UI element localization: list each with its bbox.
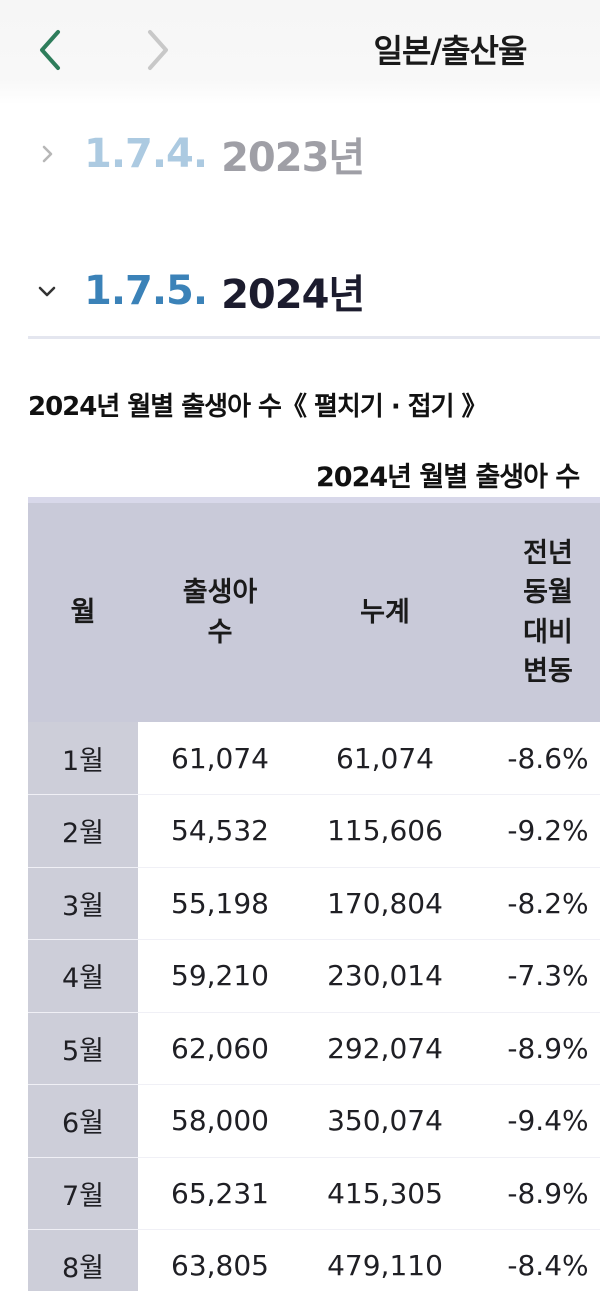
month-cell: 7월 <box>28 1157 138 1230</box>
month-cell: 2월 <box>28 794 138 868</box>
section-number: 1.7.4. <box>84 131 208 177</box>
header-yoy-change: 전년 동월 대비 변동 <box>468 497 600 722</box>
yoy-change-cell: -8.9% <box>468 1012 600 1085</box>
yoy-change-cell: -8.6% <box>468 722 600 795</box>
table-body: 1월 61,074 61,074 -8.6% 2월 54,532 115,606 -9.2% 3… <box>28 722 600 1291</box>
births-cell: 63,805 <box>138 1229 302 1291</box>
births-cell: 59,210 <box>138 939 302 1013</box>
monthly-births-table: 월 출생아 수 누계 전년 동월 대비 변동 1월 61,074 61,074 -8.6% 2월 54,… <box>28 497 600 1291</box>
table-row: 3월 55,198 170,804 -8.2% <box>28 867 600 940</box>
table-row: 8월 63,805 479,110 -8.4% <box>28 1229 600 1291</box>
table-row: 1월 61,074 61,074 -8.6% <box>28 722 600 795</box>
cumulative-cell: 292,074 <box>302 1012 468 1085</box>
table-row: 7월 65,231 415,305 -8.9% <box>28 1157 600 1230</box>
month-cell: 4월 <box>28 939 138 1013</box>
section-heading-2023[interactable]: 1.7.4. 2023년 <box>32 126 365 182</box>
header-month: 월 <box>28 497 138 722</box>
births-cell: 65,231 <box>138 1157 302 1230</box>
page-title: 일본/출산율 <box>373 32 528 70</box>
cumulative-cell: 415,305 <box>302 1157 468 1230</box>
header-births: 출생아 수 <box>138 497 302 722</box>
chevron-right-icon <box>32 139 62 169</box>
yoy-change-cell: -9.4% <box>468 1084 600 1158</box>
births-cell: 61,074 <box>138 722 302 795</box>
section-heading-2024[interactable]: 1.7.5. 2024년 <box>32 263 365 319</box>
chevron-right-icon <box>148 30 168 70</box>
back-button[interactable] <box>26 22 76 78</box>
forward-button[interactable] <box>132 22 182 78</box>
cumulative-cell: 479,110 <box>302 1229 468 1291</box>
table-caption: 2024년 월별 출생아 수 <box>316 462 580 493</box>
cumulative-cell: 61,074 <box>302 722 468 795</box>
yoy-change-cell: -8.2% <box>468 867 600 940</box>
cumulative-cell: 350,074 <box>302 1084 468 1158</box>
births-table-container[interactable]: 월 출생아 수 누계 전년 동월 대비 변동 1월 61,074 61,074 -8.6% 2월 54,… <box>28 497 600 1291</box>
births-cell: 62,060 <box>138 1012 302 1085</box>
header-cumulative: 누계 <box>302 497 468 722</box>
table-row: 5월 62,060 292,074 -8.9% <box>28 1012 600 1085</box>
yoy-change-cell: -8.9% <box>468 1157 600 1230</box>
navigation-bar: 일본/출산율 <box>0 0 600 105</box>
table-header-row: 월 출생아 수 누계 전년 동월 대비 변동 <box>28 497 600 722</box>
yoy-change-cell: -7.3% <box>468 939 600 1013</box>
month-cell: 3월 <box>28 867 138 940</box>
chevron-down-icon <box>32 276 62 306</box>
births-cell: 54,532 <box>138 794 302 868</box>
yoy-change-cell: -9.2% <box>468 794 600 868</box>
section-label: 2023년 <box>221 135 365 181</box>
month-cell: 1월 <box>28 722 138 795</box>
month-cell: 8월 <box>28 1229 138 1291</box>
chevron-left-icon <box>40 30 60 70</box>
cumulative-cell: 115,606 <box>302 794 468 868</box>
births-cell: 58,000 <box>138 1084 302 1158</box>
section-number: 1.7.5. <box>84 268 208 314</box>
table-row: 4월 59,210 230,014 -7.3% <box>28 939 600 1013</box>
month-cell: 5월 <box>28 1012 138 1085</box>
births-cell: 55,198 <box>138 867 302 940</box>
yoy-change-cell: -8.4% <box>468 1229 600 1291</box>
cumulative-cell: 170,804 <box>302 867 468 940</box>
fold-toggle-title[interactable]: 2024년 월별 출생아 수《 펼치기 · 접기 》 <box>28 392 488 422</box>
section-divider <box>28 336 600 339</box>
month-cell: 6월 <box>28 1084 138 1158</box>
table-row: 2월 54,532 115,606 -9.2% <box>28 794 600 868</box>
cumulative-cell: 230,014 <box>302 939 468 1013</box>
section-label: 2024년 <box>221 272 365 318</box>
table-row: 6월 58,000 350,074 -9.4% <box>28 1084 600 1158</box>
